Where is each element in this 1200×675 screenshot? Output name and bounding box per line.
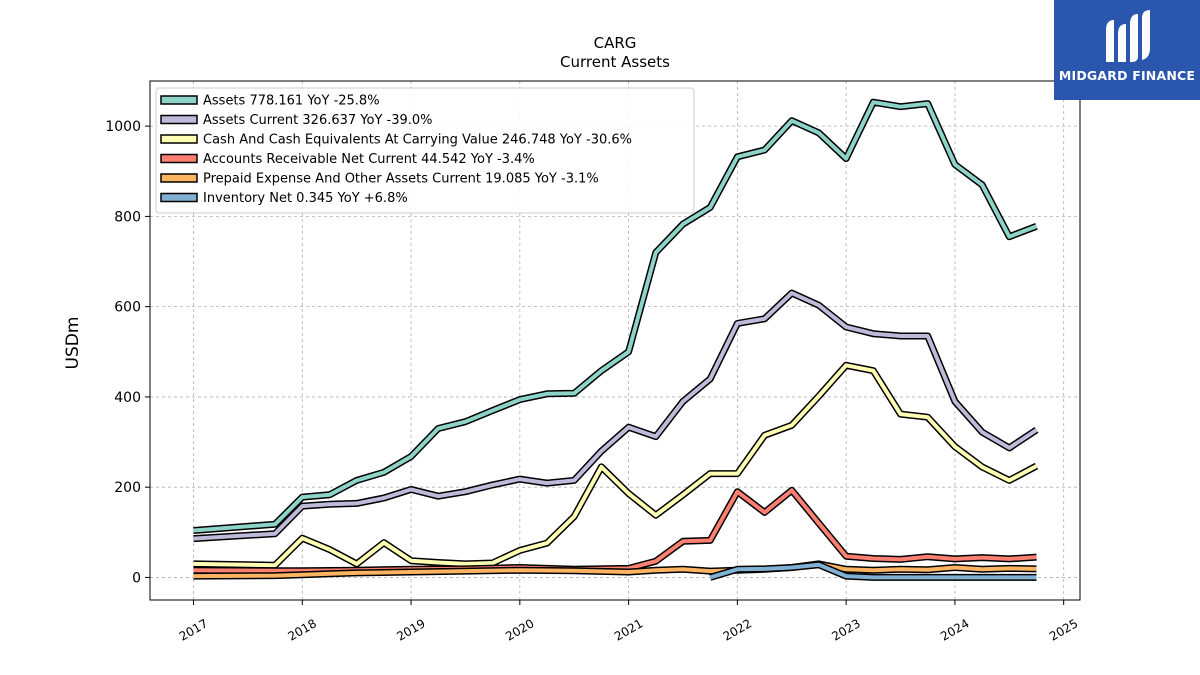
series-line-outline — [193, 361, 1039, 569]
x-tick-label: 2018 — [286, 616, 319, 643]
y-tick-label: 400 — [114, 390, 141, 406]
x-tick-label: 2022 — [721, 616, 754, 643]
chart-title: CARG — [594, 34, 637, 52]
legend-swatch — [160, 173, 198, 183]
legend-entry: Accounts Receivable Net Current 44.542 Y… — [203, 152, 535, 167]
legend-swatch — [160, 114, 198, 125]
legend-entry: Inventory Net 0.345 YoY +6.8% — [203, 191, 408, 206]
legend: Assets 778.161 YoY -25.8% Assets Current … — [155, 87, 695, 214]
y-tick-label: 200 — [114, 480, 141, 496]
legend-swatch — [160, 95, 198, 105]
x-tick-label: 2025 — [1047, 616, 1080, 643]
x-tick-label: 2024 — [938, 616, 971, 643]
series-line — [193, 291, 1038, 541]
series-lines — [193, 98, 1039, 581]
plot-frame — [149, 80, 1081, 601]
y-tick-label: 800 — [114, 209, 141, 225]
brand-logo: MIDGARD FINANCE — [1054, 0, 1200, 100]
brand-mark-icon — [1106, 10, 1150, 62]
x-tick-label: 2023 — [829, 616, 862, 643]
legend-box — [155, 87, 695, 214]
legend-entry: Assets 778.161 YoY -25.8% — [203, 94, 380, 109]
y-tick-label: 1000 — [105, 119, 141, 135]
legend-swatch — [160, 192, 198, 203]
series-line — [193, 100, 1038, 533]
chart-subtitle: Current Assets — [560, 53, 670, 71]
x-tick-label: 2020 — [503, 616, 536, 643]
legend-entry: Assets Current 326.637 YoY -39.0% — [203, 113, 433, 128]
legend-swatch — [160, 153, 198, 164]
legend-entry: Cash And Cash Equivalents At Carrying Va… — [203, 133, 632, 148]
series-line — [193, 363, 1038, 568]
y-tick-label: 600 — [114, 300, 141, 316]
y-tick-label: 0 — [132, 570, 141, 586]
legend-swatch — [160, 134, 198, 144]
brand-name: MIDGARD FINANCE — [1058, 68, 1196, 83]
x-tick-label: 2017 — [177, 616, 210, 643]
legend-entry: Prepaid Expense And Other Assets Current… — [203, 172, 599, 187]
series-line — [709, 562, 1037, 580]
series-line — [193, 561, 1037, 579]
x-tick-label: 2019 — [394, 616, 427, 643]
x-tick-label: 2021 — [612, 616, 645, 643]
y-axis-label: USDm — [63, 317, 83, 370]
